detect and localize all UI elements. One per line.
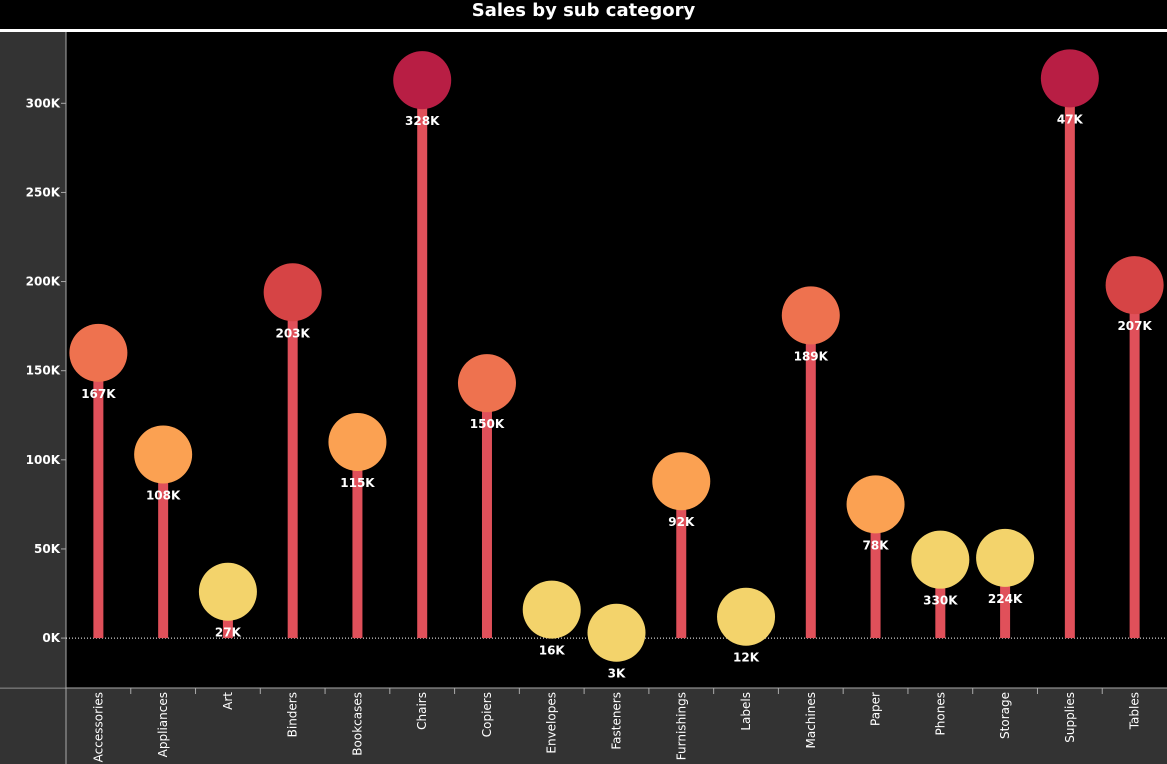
x-tick-label: Labels bbox=[739, 692, 753, 731]
dot[interactable] bbox=[457, 354, 516, 413]
dots bbox=[69, 49, 1164, 662]
dot[interactable] bbox=[976, 528, 1035, 587]
x-tick-label: Copiers bbox=[480, 692, 494, 737]
dot[interactable] bbox=[1105, 256, 1164, 315]
y-tick-label: 300K bbox=[26, 96, 61, 110]
dot[interactable] bbox=[328, 413, 387, 471]
x-tick-label: Furnishings bbox=[674, 692, 688, 760]
y-tick-label: 150K bbox=[26, 364, 61, 378]
y-tick-label: 50K bbox=[34, 542, 61, 556]
x-axis-ticks: Accessories Appliances Art Binders Bookcases… bbox=[91, 688, 1142, 762]
data-label: 203K bbox=[275, 326, 310, 340]
x-tick-label: Paper bbox=[869, 692, 883, 726]
data-label: 78K bbox=[863, 538, 890, 552]
dot[interactable] bbox=[781, 286, 840, 345]
dot[interactable] bbox=[587, 603, 646, 662]
x-tick-label: Storage bbox=[998, 692, 1012, 739]
y-axis-ticks: 0K 50K 100K 150K 200K 250K 300K bbox=[26, 96, 66, 645]
x-tick-label: Accessories bbox=[91, 692, 105, 762]
dot[interactable] bbox=[69, 323, 128, 382]
dot[interactable] bbox=[263, 263, 322, 322]
y-tick-label: 0K bbox=[42, 631, 60, 645]
data-label: 150K bbox=[470, 417, 505, 431]
dot[interactable] bbox=[846, 475, 905, 534]
data-label: 12K bbox=[733, 651, 760, 665]
data-label: 207K bbox=[1117, 319, 1152, 333]
x-tick-label: Bookcases bbox=[350, 692, 364, 756]
data-label: 328K bbox=[405, 114, 440, 128]
dot[interactable] bbox=[1040, 49, 1099, 108]
data-labels: 167K 108K 27K 203K 115K 328K 150K 16K 3K 92K 12K 18… bbox=[81, 112, 1152, 680]
dot[interactable] bbox=[522, 580, 581, 639]
y-axis-panel bbox=[0, 32, 66, 687]
data-label: 330K bbox=[923, 594, 958, 608]
data-label: 27K bbox=[215, 626, 242, 640]
x-tick-label: Machines bbox=[804, 692, 818, 748]
data-label: 115K bbox=[340, 476, 375, 490]
x-axis-panel bbox=[0, 688, 1167, 764]
x-tick-label: Appliances bbox=[156, 692, 170, 757]
data-label: 189K bbox=[794, 349, 829, 363]
chart-title: Sales by sub category bbox=[471, 0, 696, 21]
data-label: 47K bbox=[1057, 112, 1084, 126]
data-label: 3K bbox=[608, 667, 626, 681]
data-label: 167K bbox=[81, 387, 116, 401]
x-tick-label: Fasteners bbox=[610, 692, 624, 750]
x-tick-label: Envelopes bbox=[545, 692, 559, 754]
y-tick-label: 100K bbox=[26, 453, 61, 467]
y-tick-label: 250K bbox=[26, 185, 61, 199]
x-tick-label: Binders bbox=[286, 692, 300, 737]
y-tick-label: 200K bbox=[26, 275, 61, 289]
x-tick-label: Chairs bbox=[415, 692, 429, 730]
data-label: 92K bbox=[668, 515, 695, 529]
data-label: 108K bbox=[146, 488, 181, 502]
dot[interactable] bbox=[134, 425, 193, 484]
x-tick-label: Supplies bbox=[1063, 692, 1077, 743]
data-label: 16K bbox=[539, 644, 566, 658]
dot[interactable] bbox=[393, 51, 452, 110]
x-tick-label: Phones bbox=[933, 692, 947, 735]
data-label: 224K bbox=[988, 592, 1023, 606]
dot[interactable] bbox=[652, 452, 711, 511]
dot[interactable] bbox=[911, 530, 970, 589]
title-divider bbox=[0, 29, 1167, 32]
stems bbox=[93, 78, 1140, 639]
dot[interactable] bbox=[198, 562, 257, 621]
x-tick-label: Tables bbox=[1128, 692, 1142, 730]
x-tick-label: Art bbox=[221, 692, 235, 710]
dot[interactable] bbox=[717, 587, 776, 646]
